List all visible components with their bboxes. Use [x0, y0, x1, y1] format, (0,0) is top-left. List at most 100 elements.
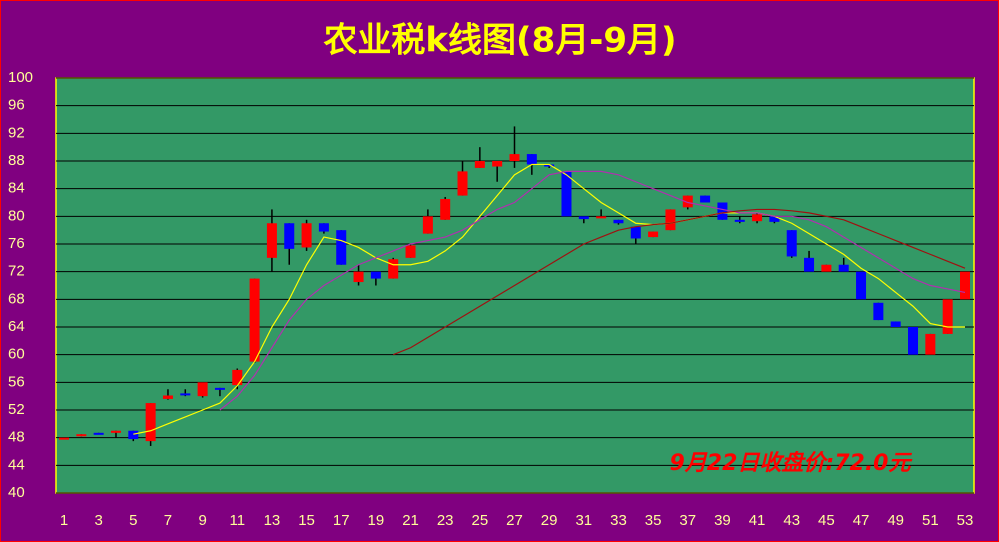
candle-body: [162, 395, 173, 399]
x-tick-label: 5: [129, 512, 137, 529]
candle-body: [838, 264, 849, 272]
candle-body: [630, 226, 641, 239]
candle-body: [59, 437, 69, 440]
y-tick-label: 56: [8, 373, 25, 390]
x-tick-label: 31: [575, 512, 592, 529]
y-tick-label: 88: [8, 152, 25, 169]
y-tick-label: 44: [8, 456, 25, 473]
candle-body: [856, 271, 867, 300]
candle-body: [180, 393, 191, 396]
moving-average-line: [392, 208, 966, 356]
x-tick-label: 27: [506, 512, 523, 529]
candle-body: [648, 231, 659, 238]
x-tick-label: 45: [818, 512, 835, 529]
x-tick-label: 25: [472, 512, 489, 529]
candle-body: [786, 230, 797, 257]
candle-body: [457, 171, 468, 196]
x-tick-label: 17: [333, 512, 350, 529]
y-tick-label: 40: [8, 484, 25, 501]
x-tick-label: 43: [783, 512, 800, 529]
candle-body: [197, 382, 208, 397]
candle-body: [145, 403, 156, 442]
candle-body: [370, 271, 381, 279]
x-tick-label: 41: [749, 512, 766, 529]
candle-body: [492, 161, 503, 167]
candle-body: [752, 214, 763, 222]
x-tick-label: 23: [437, 512, 454, 529]
y-tick-label: 100: [8, 69, 33, 86]
x-tick-label: 37: [679, 512, 696, 529]
candle-body: [544, 164, 555, 167]
y-tick-label: 92: [8, 124, 25, 141]
y-tick-label: 60: [8, 346, 25, 363]
candle-body: [440, 199, 451, 220]
candle-body: [474, 161, 485, 168]
candle-body: [873, 302, 884, 321]
x-tick-label: 11: [229, 512, 245, 529]
candle-body: [942, 299, 953, 334]
x-tick-label: 21: [402, 512, 419, 529]
y-tick-label: 64: [8, 318, 25, 335]
candle-body: [128, 430, 139, 440]
candle-body: [665, 209, 676, 231]
chart-title: 农业税k线图(8月-9月): [323, 21, 676, 61]
x-tick-label: 13: [264, 512, 281, 529]
candle-body: [232, 369, 243, 386]
candle-body: [249, 278, 260, 362]
x-tick-label: 33: [610, 512, 627, 529]
y-tick-label: 48: [8, 429, 25, 446]
candle-body: [734, 219, 745, 222]
x-tick-label: 49: [887, 512, 904, 529]
candle-body: [960, 271, 970, 300]
candle-body: [214, 387, 225, 390]
candle-body: [284, 223, 295, 249]
candle-body: [717, 202, 728, 220]
candle-body: [422, 216, 433, 234]
candle-body: [301, 223, 312, 248]
y-tick-label: 84: [8, 180, 25, 197]
candle-body: [804, 257, 815, 272]
candle-body: [336, 230, 347, 265]
x-tick-label: 7: [164, 512, 172, 529]
candle-body: [561, 171, 572, 217]
candle-body: [388, 259, 399, 279]
annotation: 9月22日收盘价:72.0元: [669, 450, 912, 476]
moving-average-line: [133, 163, 965, 435]
y-tick-label: 80: [8, 207, 25, 224]
x-tick-label: 19: [368, 512, 385, 529]
candle-body: [405, 245, 416, 258]
candle-body: [613, 219, 624, 224]
x-tick-label: 15: [298, 512, 315, 529]
x-tick-label: 29: [541, 512, 558, 529]
y-tick-label: 76: [8, 235, 25, 252]
candle-body: [93, 432, 104, 435]
candle-body: [526, 154, 537, 165]
candle-body: [769, 216, 780, 222]
candle-body: [110, 430, 121, 433]
candle-body: [925, 333, 936, 355]
y-tick-label: 72: [8, 263, 25, 280]
candle-body: [353, 271, 364, 283]
x-tick-label: 3: [94, 512, 102, 529]
x-tick-label: 35: [645, 512, 662, 529]
candle-body: [266, 223, 277, 258]
candle-body: [578, 216, 589, 220]
y-tick-label: 68: [8, 290, 25, 307]
x-tick-label: 51: [922, 512, 939, 529]
candle-body: [682, 195, 693, 208]
x-tick-label: 1: [60, 512, 68, 529]
candle-body: [596, 216, 607, 219]
candle-body: [76, 434, 87, 437]
candle-body: [821, 264, 832, 272]
moving-average-line: [219, 170, 966, 411]
x-tick-label: 53: [957, 512, 974, 529]
candle-body: [700, 195, 711, 203]
y-tick-label: 52: [8, 401, 25, 418]
candle-body: [318, 223, 329, 232]
x-tick-label: 47: [853, 512, 870, 529]
y-tick-label: 96: [8, 97, 25, 114]
candle-body: [908, 327, 919, 355]
candle-body: [890, 321, 901, 327]
